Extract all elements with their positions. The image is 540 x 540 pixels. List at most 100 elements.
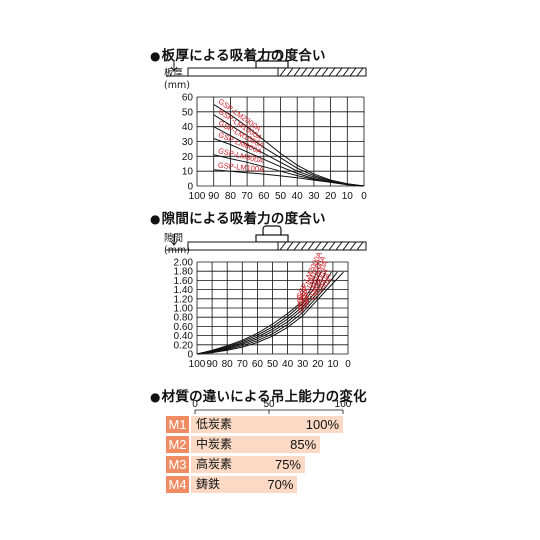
plate-hatch — [356, 241, 364, 251]
thickness-chart: 100 90 80 70 60 50 40 30 20 10 06050403020100板厚(mm… — [164, 67, 367, 202]
series-line — [196, 271, 332, 355]
x-tick-label: 70 — [237, 359, 249, 370]
material-value: 85% — [290, 437, 317, 452]
y-tick-label: 1.20 — [174, 294, 194, 305]
plate-hatch — [307, 241, 315, 251]
series-line — [213, 169, 365, 187]
material-code: M2 — [166, 436, 189, 453]
y-tick-label: 2.00 — [174, 258, 194, 269]
x-tick-label: 100 — [189, 359, 206, 370]
material-bar: 鋳鉄 70% — [191, 476, 298, 493]
x-tick-label: 50 — [267, 359, 279, 370]
plate-hatch — [349, 241, 357, 251]
plate-hatch — [293, 67, 301, 77]
series-line — [213, 114, 365, 187]
y-tick-label: 30 — [182, 137, 194, 148]
y-axis-unit: (mm) — [164, 245, 190, 256]
y-tick-label: 0.80 — [174, 313, 194, 324]
material-scale: 0 50 100 — [192, 399, 352, 414]
plate-hatch — [286, 241, 294, 251]
thickness-heading: ●板厚による吸着力の度合い — [150, 48, 326, 64]
y-tick-label: 1.60 — [174, 276, 194, 287]
x-tick-label: 30 — [297, 359, 309, 370]
y-tick-label: 50 — [182, 107, 194, 118]
material-heading: ●材質の違いによる吊上能力の変化 — [150, 389, 367, 405]
material-code: M4 — [166, 476, 189, 493]
plate-hatch — [293, 241, 301, 251]
material-bar: 低炭素 100% — [191, 416, 343, 433]
plate-hatch — [342, 67, 350, 77]
plate-hatch — [321, 241, 329, 251]
arrow-head-icon — [170, 66, 178, 72]
plate-hatch — [321, 67, 329, 77]
plate-hatch — [300, 241, 308, 251]
plate-hatch — [328, 241, 336, 251]
x-tick-label: 40 — [282, 359, 294, 370]
x-tick-label: 0 — [345, 359, 351, 370]
x-tick-label: 60 — [258, 191, 270, 202]
y-axis-label: 隙間 — [164, 232, 183, 244]
plate-plain — [187, 67, 279, 77]
material-value: 100% — [305, 417, 339, 432]
plate-hatch — [328, 67, 336, 77]
scale-tick-label: 100 — [335, 399, 352, 410]
material-row: M1 低炭素 100% — [166, 416, 343, 433]
series-line — [196, 271, 326, 355]
plate-hatch — [286, 67, 294, 77]
material-row: M2 中炭素 85% — [166, 436, 321, 453]
plate-hatch — [300, 67, 308, 77]
x-tick-label: 70 — [242, 191, 254, 202]
magnet-body-icon — [255, 60, 289, 69]
x-tick-label: 40 — [292, 191, 304, 202]
x-tick-label: 10 — [327, 359, 339, 370]
bullet-icon: ● — [150, 49, 161, 63]
material-name: 鋳鉄 — [196, 477, 221, 491]
bullet-icon: ● — [150, 390, 161, 404]
y-tick-label: 0.60 — [174, 322, 194, 333]
plate-hatch — [279, 67, 287, 77]
series-line — [196, 271, 317, 355]
material-name: 低炭素 — [196, 417, 233, 431]
x-tick-label: 90 — [207, 359, 219, 370]
gap-heading: ●隙間による吸着力の度合い — [150, 211, 326, 227]
x-tick-label: 80 — [225, 191, 237, 202]
y-tick-label: 40 — [182, 122, 194, 133]
scale-tick-label: 50 — [263, 399, 275, 410]
arrow-head-icon — [170, 240, 178, 246]
y-tick-label: 0.40 — [174, 331, 194, 342]
y-tick-label: 0.20 — [174, 340, 194, 351]
y-tick-label: 0 — [187, 182, 193, 193]
x-tick-label: 90 — [208, 191, 220, 202]
plate-hatch — [335, 67, 343, 77]
y-tick-label: 1.00 — [174, 304, 194, 315]
series-label: GSP-LM100A — [218, 161, 265, 174]
series-line — [196, 271, 338, 355]
material-code: M3 — [166, 456, 189, 473]
material-name: 中炭素 — [196, 437, 233, 451]
material-row: M4 鋳鉄 70% — [166, 476, 298, 493]
material-value: 70% — [267, 477, 294, 492]
magnet-body-icon — [255, 234, 289, 243]
x-tick-label: 100 — [189, 191, 206, 202]
x-tick-label: 0 — [361, 191, 367, 202]
material-bar: 中炭素 85% — [191, 436, 321, 453]
plate-hatch — [314, 241, 322, 251]
material-code: M1 — [166, 416, 189, 433]
x-tick-label: 80 — [222, 359, 234, 370]
series-line — [213, 103, 365, 187]
material-bar: 高炭素 75% — [191, 456, 305, 473]
gap-chart: 100 90 80 70 60 50 40 30 20 10 02.001.801.601.401.… — [164, 232, 351, 370]
material-value: 75% — [274, 457, 301, 472]
magnet-diagram-icon — [166, 225, 367, 251]
x-tick-label: 10 — [342, 191, 354, 202]
plate-hatch — [279, 241, 287, 251]
y-axis-label: 板厚 — [164, 67, 184, 79]
magnet-diagram-icon — [166, 51, 367, 77]
y-axis-unit: (mm) — [164, 80, 190, 91]
x-tick-label: 20 — [325, 191, 337, 202]
y-tick-label: 0 — [187, 350, 193, 361]
x-tick-label: 20 — [312, 359, 324, 370]
plate-plain — [187, 241, 279, 251]
plate-hatch — [342, 241, 350, 251]
y-tick-label: 1.80 — [174, 267, 194, 278]
